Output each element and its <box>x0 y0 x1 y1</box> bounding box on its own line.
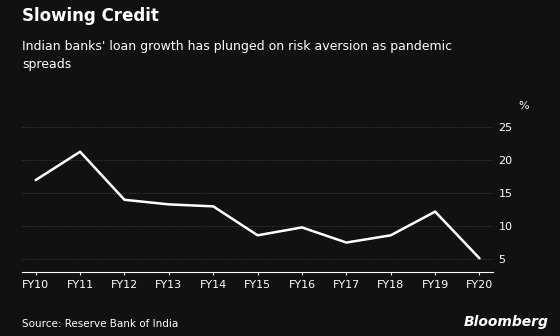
Text: Source: Reserve Bank of India: Source: Reserve Bank of India <box>22 319 179 329</box>
Text: %: % <box>519 101 529 111</box>
Text: Indian banks' loan growth has plunged on risk aversion as pandemic
spreads: Indian banks' loan growth has plunged on… <box>22 40 452 71</box>
Text: Slowing Credit: Slowing Credit <box>22 7 159 25</box>
Text: Bloomberg: Bloomberg <box>464 315 549 329</box>
